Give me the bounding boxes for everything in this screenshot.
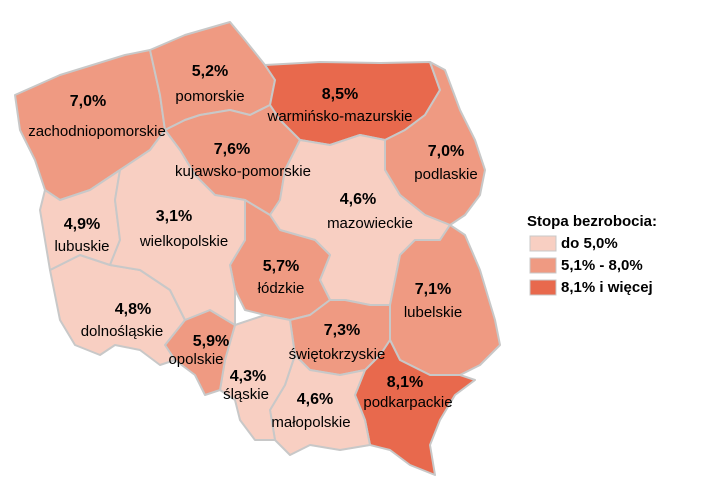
region-name: lubuskie — [54, 238, 109, 255]
legend-label: 8,1% i więcej — [561, 279, 653, 296]
region-value: 8,5% — [322, 86, 358, 103]
region-value: 3,1% — [156, 208, 192, 225]
region-name: wielkopolskie — [139, 233, 228, 250]
legend-title: Stopa bezrobocia: — [527, 213, 657, 230]
region-value: 4,9% — [64, 216, 100, 233]
legend-label: 5,1% - 8,0% — [561, 257, 643, 274]
legend: Stopa bezrobocia: do 5,0% 5,1% - 8,0% 8,… — [527, 213, 657, 296]
legend-swatch — [529, 279, 557, 296]
region-value: 7,0% — [428, 143, 464, 160]
region-name: opolskie — [168, 351, 223, 368]
region-value: 7,6% — [214, 141, 250, 158]
region-value: 4,8% — [115, 301, 151, 318]
region-name: pomorskie — [175, 88, 244, 105]
region-name: lubelskie — [404, 304, 462, 321]
regions — [14, 21, 501, 476]
region-value: 5,7% — [263, 258, 299, 275]
region-name: świętokrzyskie — [289, 346, 386, 363]
region-labels: 7,0% zachodniopomorskie 5,2% pomorskie 8… — [28, 63, 477, 431]
legend-swatch — [529, 257, 557, 274]
region-shape — [389, 224, 501, 376]
region-value: 7,0% — [70, 93, 106, 110]
region-name: kujawsko-pomorskie — [175, 163, 311, 180]
region-value: 4,3% — [230, 368, 266, 385]
region-value: 7,1% — [415, 281, 451, 298]
legend-swatch — [529, 235, 557, 252]
region-value: 4,6% — [297, 391, 333, 408]
region-name: śląskie — [223, 386, 269, 403]
region-name: mazowieckie — [327, 215, 413, 232]
region-name: warmińsko-mazurskie — [266, 108, 412, 125]
region-value: 4,6% — [340, 191, 376, 208]
legend-label: do 5,0% — [561, 235, 618, 252]
region-name: małopolskie — [271, 414, 350, 431]
region-value: 7,3% — [324, 322, 360, 339]
region-name: zachodniopomorskie — [28, 123, 166, 140]
region-value: 5,2% — [192, 63, 228, 80]
region-name: dolnośląskie — [81, 323, 164, 340]
region-name: łódzkie — [258, 280, 305, 297]
region-value: 5,9% — [193, 333, 229, 350]
region-shape — [109, 129, 246, 326]
region-name: podlaskie — [414, 166, 477, 183]
region-value: 8,1% — [387, 374, 423, 391]
region-name: podkarpackie — [363, 394, 452, 411]
